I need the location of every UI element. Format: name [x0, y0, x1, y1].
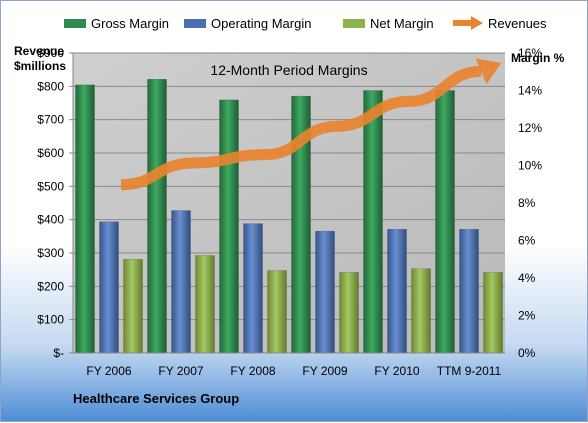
revenue-arrowhead: [475, 58, 502, 85]
x-tick-label: FY 2007: [158, 364, 203, 378]
legend-swatch-operating-margin: [184, 19, 206, 28]
y-left-tick-label: $900: [37, 46, 64, 60]
x-axis-ticks: FY 2006 FY 2007 FY 2008 FY 2009 FY 2010 TTM 9…: [86, 364, 501, 378]
revenue-line-series: [120, 58, 502, 191]
bar-gross-margin: [75, 84, 95, 354]
y-left-tick-label: $100: [37, 313, 64, 327]
y-right-tick-label: 4%: [518, 271, 536, 285]
y-left-tick-label: $600: [37, 146, 64, 160]
y-right-tick-label: 8%: [518, 196, 536, 210]
legend: Gross Margin Operating Margin Net Margin…: [64, 16, 547, 31]
bar-gross-margin: [435, 90, 455, 354]
y-axis-left-title-line2: $millions: [14, 59, 66, 73]
legend-label-revenues: Revenues: [488, 16, 547, 31]
bar-net-margin: [411, 268, 431, 354]
legend-arrowhead-revenues: [471, 16, 483, 30]
legend-item-operating-margin: Operating Margin: [184, 16, 311, 31]
bar-series: [75, 79, 503, 354]
bar-operating-margin: [315, 230, 335, 354]
bar-gross-margin: [363, 90, 383, 354]
y-axis-right-title: Margin %: [511, 51, 565, 65]
y-right-tick-label: 14%: [518, 84, 542, 98]
legend-swatch-net-margin: [343, 19, 365, 28]
y-right-tick-label: 2%: [518, 309, 536, 323]
y-left-tick-label: $700: [37, 113, 64, 127]
y-left-tick-label: $400: [37, 213, 64, 227]
y-right-tick-label: 6%: [518, 234, 536, 248]
x-tick-label: FY 2008: [230, 364, 275, 378]
x-tick-label: FY 2010: [374, 364, 419, 378]
bar-gross-margin: [219, 99, 239, 354]
bar-net-margin: [339, 272, 359, 354]
legend-label-operating-margin: Operating Margin: [211, 16, 311, 31]
y-right-tick-label: 10%: [518, 159, 542, 173]
y-left-tick-label: $500: [37, 179, 64, 193]
legend-swatch-gross-margin: [64, 19, 86, 28]
y-right-tick-label: 0%: [518, 346, 536, 360]
bar-operating-margin: [171, 210, 191, 354]
plot-area: [73, 53, 505, 353]
bar-operating-margin: [459, 229, 479, 354]
y-right-tick-label: 16%: [518, 46, 542, 60]
y-left-tick-label: $300: [37, 246, 64, 260]
legend-item-revenues: Revenues: [453, 16, 547, 31]
y-left-tick-label: $-: [53, 346, 64, 360]
legend-item-gross-margin: Gross Margin: [64, 16, 169, 31]
bar-net-margin: [267, 270, 287, 354]
y-axis-right-ticks: 0% 2% 4% 6% 8% 10% 12% 14% 16%: [518, 46, 542, 360]
bar-net-margin: [483, 272, 503, 354]
y-axis-left-title-line1: Revenue: [14, 44, 64, 58]
y-axis-left-ticks: $- $100 $200 $300 $400 $500 $600 $700 $800 $900: [37, 46, 73, 360]
bar-gross-margin: [147, 79, 167, 354]
x-tick-label: FY 2006: [86, 364, 131, 378]
legend-label-gross-margin: Gross Margin: [91, 16, 169, 31]
company-label: Healthcare Services Group: [73, 391, 239, 406]
y-left-tick-label: $800: [37, 79, 64, 93]
bar-net-margin: [123, 259, 143, 354]
bar-operating-margin: [243, 223, 263, 354]
legend-label-net-margin: Net Margin: [370, 16, 434, 31]
legend-item-net-margin: Net Margin: [343, 16, 434, 31]
y-right-tick-label: 12%: [518, 121, 542, 135]
bar-operating-margin: [99, 221, 119, 354]
bar-net-margin: [195, 255, 215, 354]
x-tick-label: FY 2009: [302, 364, 347, 378]
y-left-tick-label: $200: [37, 279, 64, 293]
x-tick-label: TTM 9-2011: [437, 364, 502, 378]
chart-title: 12-Month Period Margins: [210, 62, 367, 78]
revenue-line: [120, 65, 482, 191]
bar-operating-margin: [387, 229, 407, 354]
